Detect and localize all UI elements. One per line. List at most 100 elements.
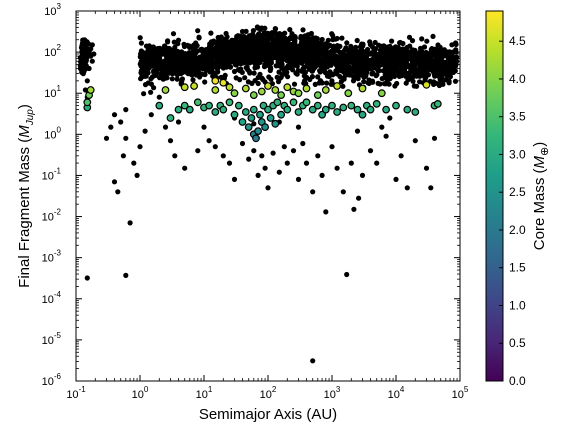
- data-point: [235, 60, 241, 66]
- core-data-point: [347, 101, 356, 110]
- colorbar-tick-label: 2.0: [509, 223, 526, 237]
- data-point: [89, 58, 95, 64]
- data-point: [227, 64, 234, 70]
- data-point: [383, 133, 389, 139]
- core-data-point: [254, 127, 263, 136]
- data-point: [187, 51, 193, 57]
- data-point: [270, 35, 276, 42]
- data-point: [432, 73, 438, 79]
- core-data-point: [257, 87, 266, 96]
- core-data-point: [252, 134, 260, 143]
- x-axis-label: Semimajor Axis (AU): [199, 406, 337, 423]
- data-point: [172, 153, 178, 159]
- data-point: [167, 138, 174, 144]
- data-point: [316, 50, 322, 56]
- data-point: [325, 60, 331, 67]
- core-data-point: [377, 89, 386, 98]
- data-point: [375, 80, 381, 86]
- data-point: [301, 46, 307, 52]
- data-point: [175, 37, 182, 43]
- data-point: [344, 40, 350, 46]
- data-point: [243, 36, 249, 42]
- data-point: [334, 71, 340, 77]
- core-data-point: [205, 101, 214, 110]
- colorbar-tick-label: 1.0: [509, 298, 526, 312]
- data-point: [303, 160, 310, 166]
- data-point: [364, 58, 370, 64]
- data-point: [202, 79, 208, 85]
- data-point: [226, 160, 233, 166]
- data-point: [176, 65, 182, 71]
- y-tick-label: 10-4: [42, 290, 62, 306]
- x-tick-label: 105: [452, 385, 469, 401]
- data-point: [131, 160, 137, 166]
- data-point: [251, 70, 257, 76]
- core-data-point: [193, 98, 202, 107]
- data-point: [251, 148, 257, 154]
- data-point: [237, 68, 243, 74]
- data-point: [398, 153, 404, 159]
- data-point: [329, 48, 335, 54]
- y-tick-label: 10-3: [42, 249, 62, 265]
- data-point: [189, 72, 195, 78]
- data-point: [156, 59, 163, 65]
- y-axis-label: Final Fragment Mass (MJup): [16, 104, 36, 288]
- data-point: [406, 34, 413, 40]
- data-point: [362, 49, 368, 55]
- data-point: [193, 40, 199, 46]
- data-point: [290, 67, 296, 73]
- data-point: [288, 35, 294, 42]
- data-point: [196, 34, 202, 40]
- data-point: [325, 37, 331, 43]
- data-point: [248, 45, 255, 51]
- y-tick-label: 10-6: [42, 372, 62, 388]
- data-point: [120, 153, 126, 159]
- data-point: [431, 81, 437, 87]
- data-point: [207, 41, 213, 47]
- data-point: [163, 58, 169, 65]
- data-point: [250, 31, 256, 37]
- data-point: [356, 51, 362, 57]
- data-point: [253, 49, 259, 55]
- data-point: [295, 176, 302, 182]
- core-data-point: [403, 105, 412, 114]
- data-point: [306, 66, 312, 72]
- data-point: [290, 63, 296, 69]
- data-point: [453, 47, 459, 53]
- data-point: [243, 28, 249, 34]
- colorbar-ticks: 0.0 0.5 1.0 1.5 2.0 2.5 3.0 3.5 4.0 4.5: [499, 34, 526, 388]
- core-data-point: [219, 105, 228, 114]
- data-point: [300, 140, 306, 147]
- data-point: [173, 60, 179, 66]
- data-point: [411, 83, 417, 89]
- data-point: [162, 50, 168, 56]
- core-data-point: [277, 110, 286, 119]
- data-point: [315, 153, 321, 159]
- data-point: [148, 81, 154, 87]
- data-point: [350, 47, 356, 53]
- data-point: [127, 220, 133, 226]
- core-data-point: [155, 101, 164, 110]
- data-point: [406, 50, 412, 56]
- colorbar-tick-label: 3.5: [509, 110, 526, 124]
- data-point: [404, 185, 410, 191]
- data-point: [174, 76, 180, 82]
- core-data-point: [249, 105, 258, 114]
- core-data-point: [358, 84, 367, 93]
- data-point: [142, 82, 149, 88]
- data-point: [354, 128, 361, 134]
- core-data-point: [294, 108, 303, 116]
- core-data-point: [411, 108, 420, 116]
- data-point: [428, 185, 434, 191]
- data-point: [190, 58, 196, 64]
- data-point: [438, 61, 444, 67]
- y-tick-label: 10-5: [42, 331, 62, 347]
- data-point: [395, 45, 401, 51]
- data-point: [453, 55, 459, 61]
- data-point: [262, 165, 268, 171]
- colorbar-tick-label: 2.5: [509, 185, 526, 199]
- data-point: [246, 156, 252, 162]
- core-data-point: [283, 105, 292, 114]
- data-point: [360, 43, 366, 49]
- data-point: [287, 27, 293, 33]
